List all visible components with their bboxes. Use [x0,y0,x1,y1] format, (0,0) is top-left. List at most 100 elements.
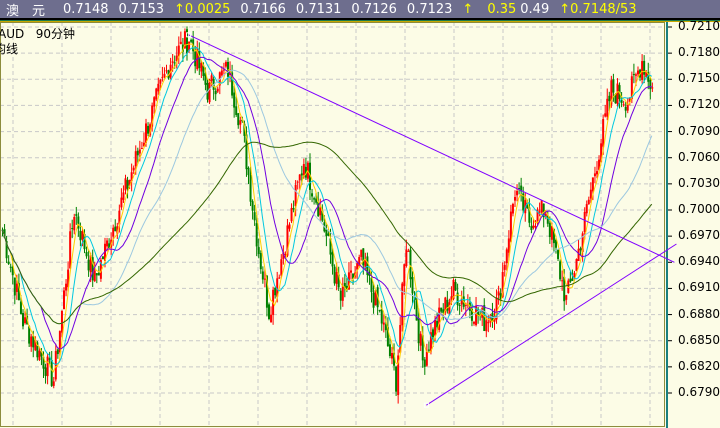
candle-body [329,238,332,255]
y-tick-label: 0.6820 [678,358,720,373]
candle-body [87,259,90,271]
candle-body [222,69,225,71]
y-tick-label: 0.7180 [678,45,720,60]
candle-body [645,71,648,78]
candle-body [134,151,137,167]
candle-body [122,192,125,200]
candle-body [429,332,432,352]
chart-label: AUD 90分钟 [0,25,75,42]
candle-body [516,190,519,196]
candle-body [274,288,277,296]
candle-body [335,272,338,284]
candle-body [350,270,352,273]
candle-body [265,275,268,308]
candle-body [97,272,100,276]
candle-body [128,179,131,186]
candle-body [292,208,295,210]
candle-body [112,227,115,237]
candle-body [140,148,143,150]
candle-body [386,327,389,347]
candle-body [423,359,426,367]
candle-body [327,233,330,236]
candle-body [563,276,566,302]
up-arrow-icon: ↑ [462,1,474,17]
candle-body [284,253,287,255]
candle-body [409,249,412,280]
candle-body [583,211,586,232]
candle-body [630,76,633,99]
candle-body [89,255,92,273]
candle-body [489,314,492,323]
candle-body [278,277,281,279]
candle-body [362,248,365,266]
candle-body [485,320,488,332]
candle-body [263,278,266,280]
candle-body [294,184,297,207]
candle-body [561,280,564,282]
candle-body [540,200,543,213]
candle-body [458,304,461,306]
candle-body [214,90,217,95]
candle-body [224,62,227,67]
candle-body [69,231,72,269]
candle-body [138,149,141,154]
candle-body [200,62,203,72]
candle-body [120,197,123,208]
candle-body [3,229,6,238]
y-tick-label: 0.6970 [678,228,720,243]
candle-body [477,308,480,316]
up-arrow-icon: ↑ [174,1,185,17]
candle-body [571,278,574,281]
candle-body [626,104,629,111]
up-arrow-icon: ↑ [559,1,571,17]
candle-body [108,243,111,249]
candle-body [255,223,258,247]
candle-body [473,321,475,324]
candle-body [216,88,219,92]
candle-body [378,309,381,311]
candle-body [552,229,555,244]
candle-body [530,226,533,230]
candle-body [270,314,273,323]
candle-body [83,233,86,250]
candle-body [497,291,500,296]
candle-body [454,282,457,291]
candle-body [503,264,506,270]
candle-body [585,204,588,214]
candle-body [34,339,37,351]
y-tick-label: 0.7060 [678,149,720,164]
candle-body [22,313,24,327]
candle-body [306,162,309,179]
candle-body [511,203,514,214]
candle-body [608,95,611,102]
candle-body [643,60,646,75]
candle-body [581,233,584,252]
candle-body [153,97,156,107]
candle-body [65,283,68,291]
candle-body [171,61,174,63]
candle-body [341,285,344,301]
candle-body [313,198,316,200]
candle-body [288,224,291,229]
candle-body [58,331,61,353]
quote-field: 0.7123 [406,1,453,17]
candlestick-chart[interactable] [0,22,720,428]
candle-body [360,249,363,257]
candle-body [579,248,582,251]
candle-body [637,70,639,75]
y-tick-label: 0.7090 [678,123,720,138]
candle-body [126,180,129,189]
y-tick-label: 0.6940 [678,254,720,269]
candle-body [227,61,229,77]
y-tick-label: 0.6850 [678,332,720,347]
indicator-label: 均线 [0,42,19,56]
candle-body [149,124,152,136]
candle-body [114,226,117,232]
candle-body [522,193,525,211]
candle-body [130,172,133,182]
candle-body [434,319,437,336]
change-value: 0.0025 [184,1,231,17]
candle-body [632,74,635,76]
candle-body [425,351,428,366]
candle-body [253,212,256,221]
